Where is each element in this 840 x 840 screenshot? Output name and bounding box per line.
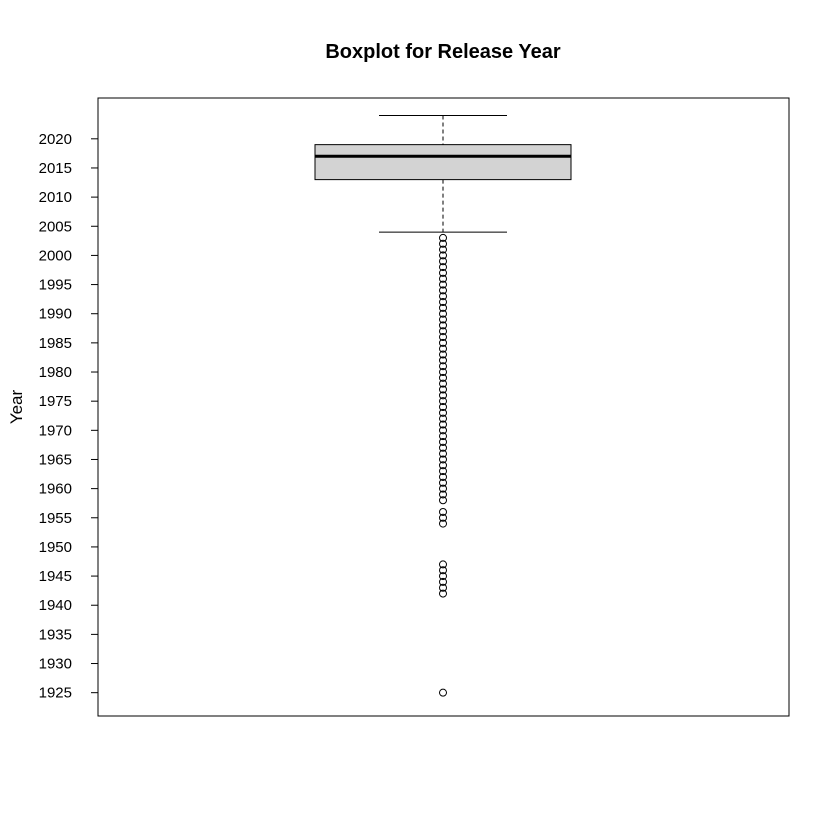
outlier-point — [439, 333, 447, 342]
outlier-point — [439, 426, 447, 435]
outlier-point — [439, 484, 447, 493]
y-tick-label: 2015 — [39, 160, 72, 177]
outlier-point — [439, 274, 447, 283]
outlier-point — [439, 327, 447, 336]
y-tick-label: 1970 — [39, 422, 72, 439]
outlier-point — [439, 513, 447, 522]
outlier-point — [439, 379, 447, 388]
plot-frame — [97, 97, 790, 717]
y-axis-label: Year — [7, 389, 26, 424]
outlier-point — [439, 566, 447, 575]
y-tick-label: 2020 — [39, 131, 72, 148]
chart-title: Boxplot for Release Year — [325, 41, 561, 63]
y-tick-label: 1985 — [39, 335, 72, 352]
y-tick-label: 2010 — [39, 189, 72, 206]
outlier-point — [439, 263, 447, 272]
outlier-point — [439, 362, 447, 371]
outlier-point — [439, 467, 447, 476]
outlier-point — [439, 478, 447, 487]
outlier-point — [439, 303, 447, 312]
outlier-point — [439, 397, 447, 406]
y-tick-label: 2005 — [39, 218, 72, 235]
outlier-point — [439, 572, 447, 581]
y-tick-label: 1935 — [39, 626, 72, 643]
outlier-point — [439, 414, 447, 423]
y-tick-label: 1980 — [39, 364, 72, 381]
outlier-point — [439, 268, 447, 277]
outlier-point — [439, 432, 447, 441]
outlier-point — [439, 391, 447, 400]
y-tick-label: 1960 — [39, 481, 72, 498]
outlier-point — [439, 233, 447, 242]
outlier-point — [439, 286, 447, 295]
outlier-point — [439, 403, 447, 411]
y-tick-label: 1995 — [39, 277, 72, 294]
outlier-point — [439, 420, 447, 429]
y-tick-label: 1930 — [39, 656, 72, 673]
outlier-point — [439, 472, 447, 481]
outlier-point — [439, 344, 447, 353]
box-group — [314, 114, 572, 233]
outlier-point — [439, 251, 447, 260]
outlier-point — [439, 292, 447, 301]
y-tick-label: 1925 — [39, 685, 72, 702]
y-tick-label: 1975 — [39, 393, 72, 410]
outlier-point — [439, 368, 447, 377]
outlier-point — [439, 449, 447, 458]
iqr-box — [314, 144, 572, 181]
outlier-point — [439, 688, 447, 697]
outlier-point — [439, 490, 447, 499]
outlier-point — [439, 443, 447, 452]
y-tick-label: 2000 — [39, 247, 72, 264]
outlier-point — [439, 461, 447, 470]
outlier-point — [439, 373, 447, 382]
outlier-point — [439, 455, 447, 464]
outlier-point — [439, 385, 447, 394]
outlier-point — [439, 280, 447, 289]
y-tick-label: 1965 — [39, 451, 72, 468]
y-tick-label: 1990 — [39, 306, 72, 323]
outlier-point — [439, 560, 447, 569]
outlier-point — [439, 507, 447, 516]
outlier-point — [439, 577, 447, 586]
outlier-point — [439, 589, 447, 598]
outlier-point — [439, 350, 447, 359]
outlier-point — [439, 298, 447, 307]
y-tick-label: 1955 — [39, 510, 72, 527]
outlier-point — [439, 437, 447, 446]
outlier-point — [439, 338, 447, 347]
y-tick-label: 1945 — [39, 568, 72, 585]
outlier-point — [439, 309, 447, 318]
outlier-point — [439, 356, 447, 365]
outlier-point — [439, 496, 447, 505]
outlier-point — [439, 315, 447, 324]
y-tick-label: 1940 — [39, 597, 72, 614]
outlier-group — [439, 233, 447, 697]
y-tick-label: 1950 — [39, 539, 72, 556]
outlier-point — [439, 519, 447, 528]
outlier-point — [439, 583, 447, 592]
outlier-point — [439, 257, 447, 266]
outlier-point — [439, 408, 447, 417]
outlier-point — [439, 321, 447, 330]
outlier-point — [439, 245, 447, 254]
outlier-point — [439, 239, 447, 248]
y-axis: 1925 1930 1935 1940 1945 1950 1955 1960 1965 1970… — [39, 131, 98, 702]
